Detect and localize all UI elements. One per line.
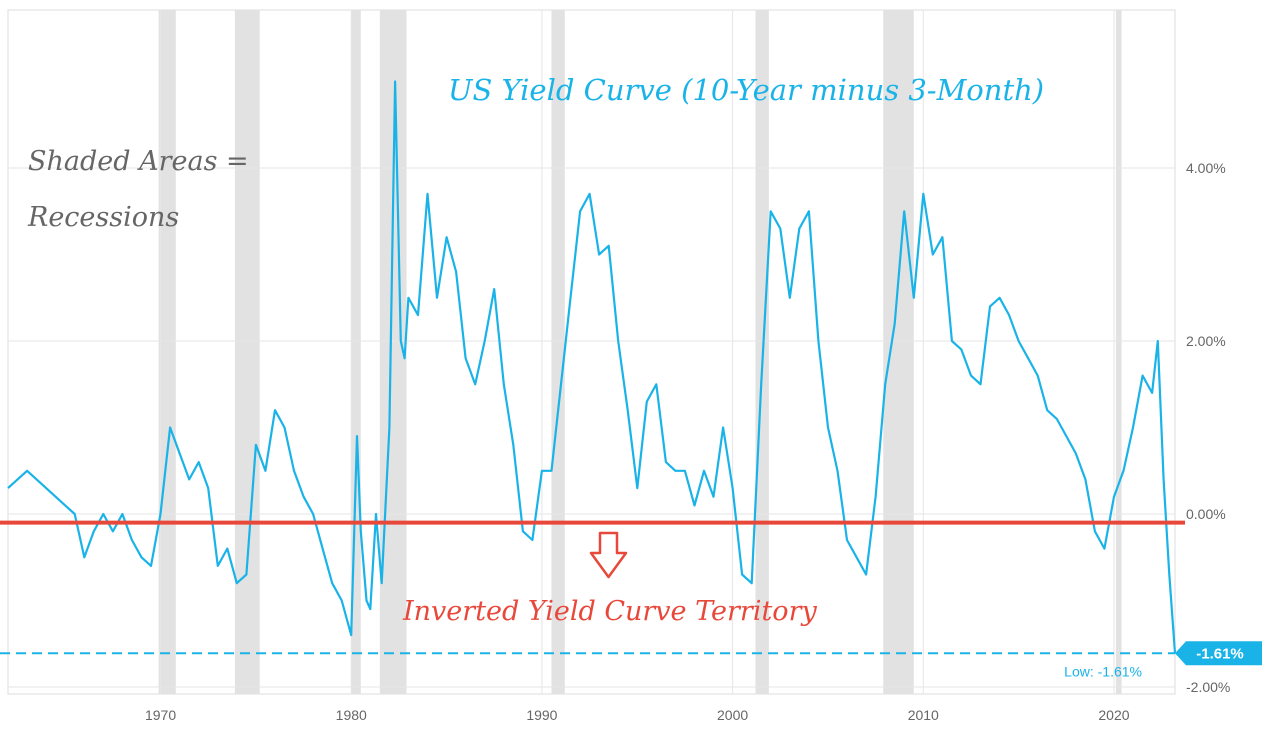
x-tick-label: 1980 — [336, 707, 367, 723]
low-badge: -1.61% — [1175, 641, 1262, 666]
recession-band — [551, 10, 565, 694]
x-tick-label: 2010 — [908, 707, 939, 723]
y-tick-label: 0.00% — [1186, 506, 1226, 522]
y-axis-ticks: 4.00% 2.00% 0.00% -2.00% — [1186, 160, 1230, 695]
y-tick-label: 2.00% — [1186, 333, 1226, 349]
chart-title: US Yield Curve (10-Year minus 3-Month) — [448, 73, 1044, 107]
recession-band — [158, 10, 176, 694]
recessions-label: Recessions — [27, 202, 179, 233]
gridlines — [8, 10, 1175, 694]
x-tick-label: 2000 — [717, 707, 748, 723]
low-value-label: Low: -1.61% — [1064, 663, 1142, 679]
low-badge-text: -1.61% — [1196, 645, 1244, 662]
x-axis-ticks: 1970 1980 1990 2000 2010 2020 — [145, 707, 1130, 723]
recession-band — [379, 10, 407, 694]
recession-band — [883, 10, 914, 694]
down-arrow-icon — [589, 531, 628, 579]
recession-band — [234, 10, 260, 694]
inverted-territory-label: Inverted Yield Curve Territory — [402, 596, 817, 627]
x-tick-label: 1970 — [145, 707, 176, 723]
chart-frame — [7, 9, 1176, 695]
x-tick-label: 2020 — [1098, 707, 1129, 723]
yield-curve-series-line — [7, 80, 1177, 654]
recession-band — [1115, 10, 1122, 694]
recession-band — [351, 10, 361, 694]
x-tick-label: 1990 — [526, 707, 557, 723]
series-layer — [7, 80, 1177, 654]
shaded-areas-label: Shaded Areas = — [28, 146, 249, 177]
y-tick-label: 4.00% — [1186, 160, 1226, 176]
y-tick-label: -2.00% — [1186, 679, 1230, 695]
